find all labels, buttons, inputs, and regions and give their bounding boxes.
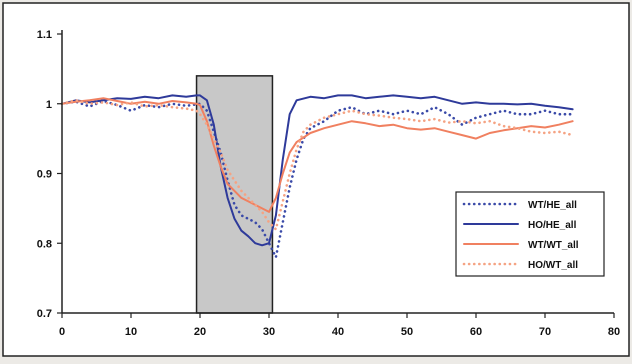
legend-label-2: HO/HE_all — [528, 220, 577, 231]
shade-layer — [195, 75, 274, 314]
series-line-3 — [61, 97, 574, 213]
legend-label-3: WT/WT_all — [528, 240, 579, 251]
x-tick-label: 30 — [263, 326, 275, 338]
x-tick-label: 60 — [470, 326, 482, 338]
chart-frame-border — [2, 2, 630, 357]
series-layer — [60, 94, 574, 259]
legend-label-1: WT/HE_all — [528, 200, 577, 211]
legend-label-4: HO/WT_all — [528, 260, 578, 271]
x-tick-label: 70 — [539, 326, 551, 338]
shaded-region — [195, 75, 274, 314]
y-tick-label: 0.8 — [37, 238, 52, 250]
y-tick-label: 0.7 — [37, 308, 52, 320]
series-line-1 — [60, 99, 574, 259]
x-tick-label: 50 — [401, 326, 413, 338]
y-tick-label: 1 — [46, 99, 52, 111]
x-tick-label: 80 — [608, 326, 620, 338]
legend: WT/HE_all HO/HE_all WT/WT_all HO/WT_all — [455, 191, 605, 277]
y-tick-label: 1.1 — [37, 29, 52, 41]
x-tick-label: 20 — [194, 326, 206, 338]
axis-layer: 0.7 0.8 0.9 1 1.1 0 10 20 30 40 50 60 70 80 — [37, 29, 620, 338]
x-tick-label: 0 — [59, 326, 65, 338]
y-tick-label: 0.9 — [37, 169, 52, 181]
x-tick-label: 40 — [332, 326, 344, 338]
x-tick-label: 10 — [125, 326, 137, 338]
legend-box — [455, 191, 605, 277]
series-line-4 — [60, 99, 574, 231]
